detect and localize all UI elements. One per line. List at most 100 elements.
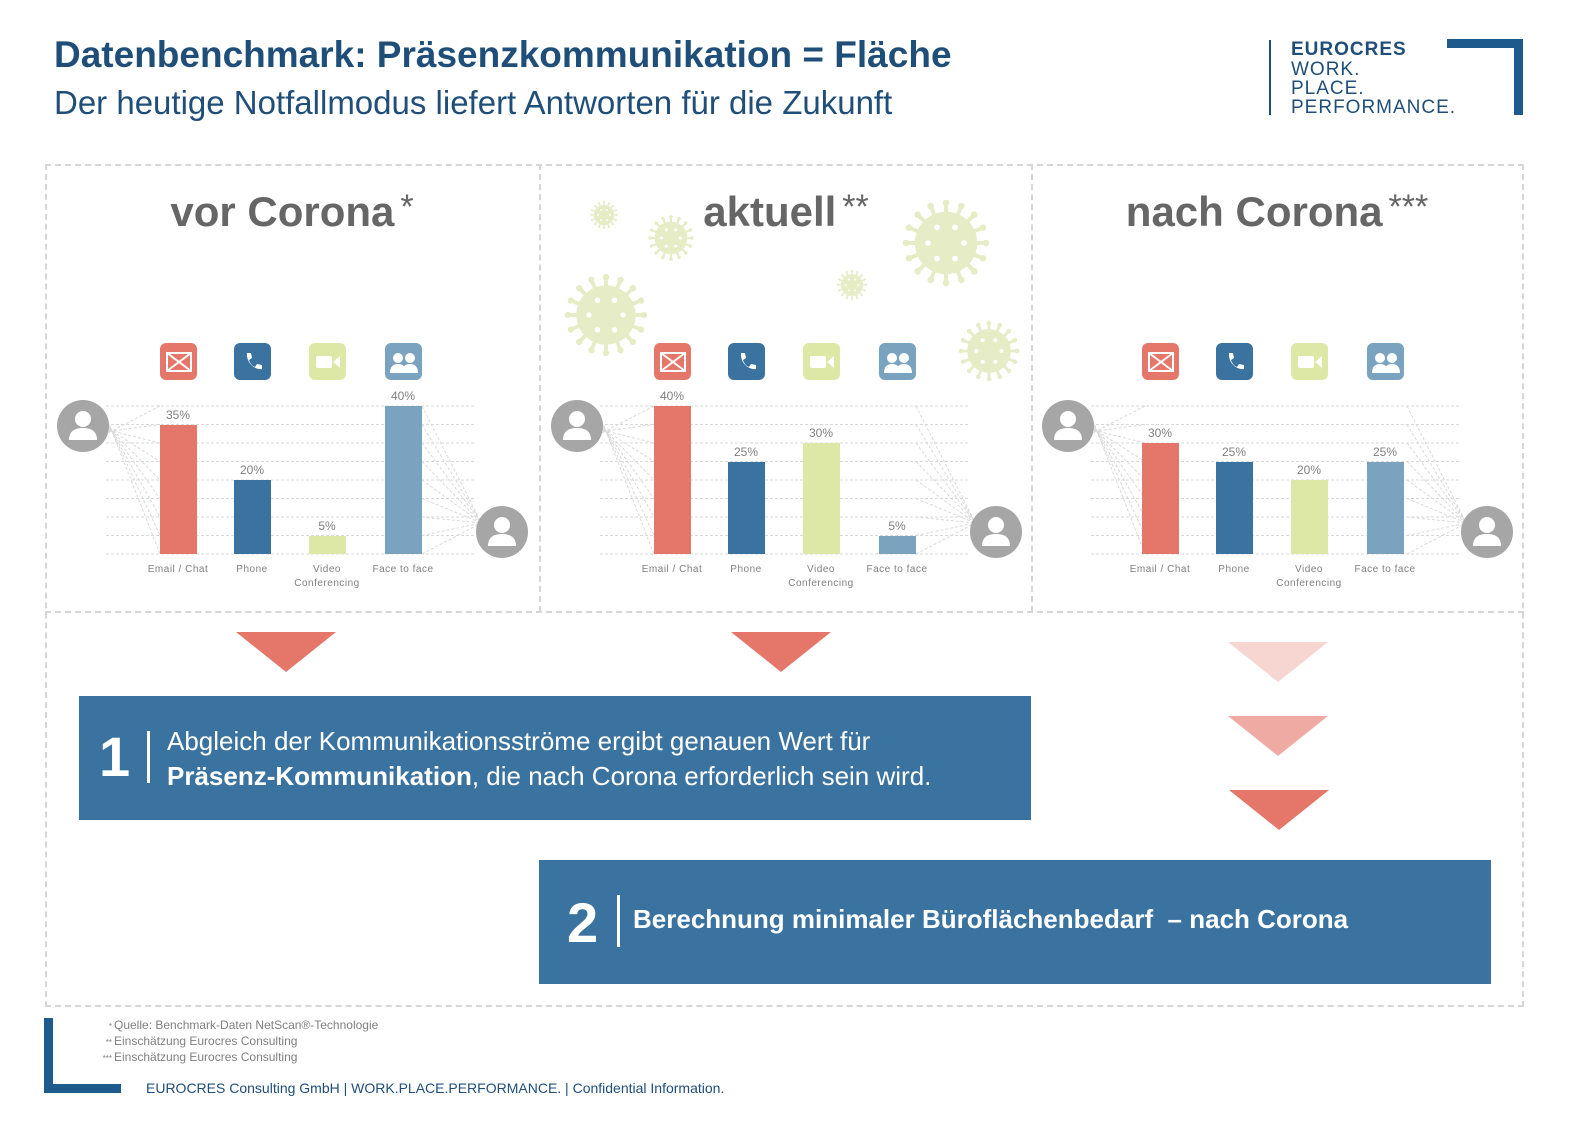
logo-work: WORK. bbox=[1291, 59, 1361, 80]
step-1-box: 1 Abgleich der Kommunikationsströme ergi… bbox=[79, 696, 1031, 820]
panel-aktuell: aktuell ** 40% Email / Chat 25% Phone 30% Video… bbox=[540, 166, 1032, 610]
footnote-mark: ** bbox=[105, 1038, 112, 1047]
phone-icon bbox=[1216, 343, 1253, 380]
category-label: Email / Chat bbox=[1129, 564, 1191, 575]
content-frame bbox=[45, 164, 1524, 1007]
separator bbox=[147, 731, 150, 783]
arrow-down-icon bbox=[236, 632, 336, 672]
virus-icon bbox=[564, 273, 648, 357]
face-to-face-icon bbox=[879, 343, 916, 380]
category-label: Phone bbox=[1218, 564, 1250, 575]
chart-grid bbox=[597, 405, 986, 555]
value-label: 5% bbox=[888, 518, 906, 533]
person-avatar-icon bbox=[1042, 400, 1094, 452]
connector-line bbox=[1088, 422, 1146, 481]
step-1-bold: Präsenz-Kommunikation bbox=[167, 761, 472, 791]
video-icon bbox=[803, 343, 840, 380]
category-label: Video Conferencing bbox=[788, 564, 854, 589]
value-label: 20% bbox=[1296, 463, 1322, 477]
step-number: 1 bbox=[99, 725, 131, 788]
connector-line bbox=[597, 422, 655, 481]
connector-line bbox=[1088, 425, 1146, 462]
divider bbox=[45, 611, 1524, 613]
connector-line bbox=[103, 416, 161, 518]
chart-title: vor Corona bbox=[170, 188, 395, 235]
category-label: Face to face bbox=[372, 564, 434, 575]
arrow-down-icon bbox=[1228, 716, 1328, 756]
footnote-text: Einschätzung Eurocres Consulting bbox=[114, 1050, 298, 1064]
slide-title: Datenbenchmark: Präsenzkommunikation = F… bbox=[54, 34, 952, 75]
separator bbox=[617, 895, 620, 947]
title-footnote-mark: ** bbox=[842, 188, 869, 226]
email-icon bbox=[160, 343, 197, 380]
connector-line bbox=[1406, 517, 1477, 555]
video-icon bbox=[1291, 343, 1328, 380]
step-1-line1: Abgleich der Kommunikationsströme ergibt… bbox=[167, 726, 871, 756]
connector-line bbox=[597, 425, 655, 462]
connector-line bbox=[597, 413, 655, 536]
logo-divider bbox=[1269, 40, 1271, 115]
step-number: 2 bbox=[567, 891, 599, 954]
bar-video bbox=[803, 443, 840, 554]
connector-line bbox=[103, 424, 161, 433]
panel-nach-corona: nach Corona *** 30% Email / Chat 25% Phone 20%… bbox=[1031, 166, 1523, 610]
arrow-down-icon bbox=[1228, 642, 1328, 682]
phone-icon bbox=[234, 343, 271, 380]
person-avatar-icon bbox=[57, 400, 109, 452]
corner-bracket bbox=[44, 1018, 121, 1093]
footnote: *** Einschätzung Eurocres Consulting bbox=[100, 1050, 298, 1064]
value-label: 30% bbox=[808, 426, 834, 440]
step-1-line2: Präsenz-Kommunikation, die nach Corona e… bbox=[167, 759, 931, 794]
footnote-mark: *** bbox=[102, 1054, 112, 1063]
divider bbox=[1031, 164, 1033, 612]
connector-line bbox=[421, 517, 492, 555]
category-label: Email / Chat bbox=[147, 564, 209, 575]
connector-line bbox=[915, 517, 986, 555]
panel-title: aktuell ** bbox=[540, 188, 1032, 236]
connector-line bbox=[1088, 405, 1146, 436]
connector-line bbox=[421, 520, 492, 536]
arrow-down-icon bbox=[1229, 790, 1329, 830]
bar-face bbox=[879, 535, 916, 554]
value-label: 40% bbox=[390, 389, 416, 403]
bar-phone bbox=[1216, 461, 1253, 554]
virus-icon bbox=[648, 215, 694, 261]
virus-icon bbox=[589, 200, 619, 230]
value-label: 30% bbox=[1147, 426, 1173, 440]
face-to-face-icon bbox=[1367, 343, 1404, 380]
value-label: 40% bbox=[659, 389, 685, 403]
step-1-rest: , die nach Corona erforderlich sein wird… bbox=[471, 761, 932, 791]
category-label: Phone bbox=[730, 564, 762, 575]
connector-line bbox=[597, 405, 655, 436]
connector-line bbox=[103, 413, 161, 536]
connector-line bbox=[915, 520, 986, 536]
bar-email bbox=[1142, 443, 1179, 554]
step-1-text: Abgleich der Kommunikationsströme ergibt… bbox=[167, 724, 931, 794]
connector-line bbox=[1406, 520, 1477, 536]
footnote-text: Einschätzung Eurocres Consulting bbox=[114, 1034, 298, 1048]
category-label: Phone bbox=[236, 564, 268, 575]
panel-vor-corona: vor Corona * 35% Email / Chat 20% Phone 5% Vide… bbox=[46, 166, 538, 610]
virus-icon bbox=[836, 269, 868, 301]
title-footnote-mark: *** bbox=[1388, 188, 1429, 226]
connector-line bbox=[103, 405, 161, 436]
corner-bracket bbox=[1447, 39, 1523, 115]
arrow-down-icon bbox=[731, 632, 831, 672]
value-label: 20% bbox=[239, 463, 265, 477]
bar-phone bbox=[234, 480, 271, 554]
bar-video bbox=[309, 535, 346, 554]
category-label: Email / Chat bbox=[641, 564, 703, 575]
title-footnote-mark: * bbox=[400, 188, 414, 226]
chart-title: aktuell bbox=[703, 188, 837, 235]
person-avatar-icon bbox=[970, 506, 1022, 558]
video-icon bbox=[309, 343, 346, 380]
step-2-box: 2 Berechnung minimaler Büroflächenbedarf… bbox=[539, 860, 1491, 984]
person-avatar-icon bbox=[1461, 506, 1513, 558]
face-to-face-icon bbox=[385, 343, 422, 380]
chart-title: nach Corona bbox=[1125, 188, 1383, 235]
divider bbox=[539, 164, 541, 612]
logo-performance: PERFORMANCE. bbox=[1291, 97, 1457, 118]
logo-eurocres: EUROCRES bbox=[1291, 39, 1407, 60]
step-2-text: Berechnung minimaler Büroflächenbedarf –… bbox=[633, 904, 1349, 934]
person-avatar-icon bbox=[551, 400, 603, 452]
